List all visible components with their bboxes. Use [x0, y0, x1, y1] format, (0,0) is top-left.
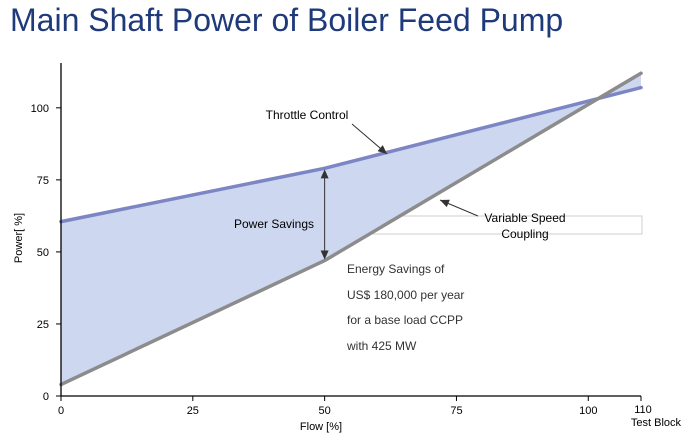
- throttle-arrow-head: [377, 145, 387, 154]
- y-tick-label: 0: [43, 391, 49, 403]
- variable-speed-label-1: Variable Speed: [484, 211, 565, 225]
- x-axis-label: Flow [%]: [300, 421, 342, 433]
- x-tick-label: 75: [450, 405, 462, 417]
- energy-savings-line-2: US$ 180,000 per year: [347, 288, 464, 302]
- power-savings-label: Power Savings: [234, 217, 314, 231]
- energy-savings-line-3: for a base load CCPP: [347, 313, 463, 327]
- throttle-label: Throttle Control: [266, 108, 349, 122]
- y-tick-label: 25: [37, 319, 49, 331]
- energy-savings-line-1: Energy Savings of: [347, 262, 445, 276]
- x-tick-label: 0: [58, 405, 64, 417]
- x-tick-label: 25: [187, 405, 199, 417]
- variable-speed-label-2: Coupling: [501, 227, 548, 241]
- throttle-control-line: [59, 85, 643, 224]
- variable-speed-arrow-head: [440, 199, 450, 208]
- power-savings-arrow-top: [320, 169, 329, 179]
- page-title: Main Shaft Power of Boiler Feed Pump: [10, 2, 564, 38]
- variable-speed-line: [59, 71, 643, 387]
- energy-savings-line-4: with 425 MW: [346, 339, 417, 353]
- y-axis-label: Power[ %]: [13, 213, 25, 263]
- y-tick-label: 100: [31, 103, 49, 115]
- x-end-label: Test Block: [631, 417, 682, 429]
- power-savings-arrow-bottom: [320, 250, 329, 260]
- x-tick-label: 100: [579, 405, 597, 417]
- y-tick-label: 50: [37, 247, 49, 259]
- power-savings-area: [61, 73, 641, 385]
- x-tick-label: 50: [319, 405, 331, 417]
- y-tick-label: 75: [37, 175, 49, 187]
- x-tick-label: 110: [634, 404, 652, 416]
